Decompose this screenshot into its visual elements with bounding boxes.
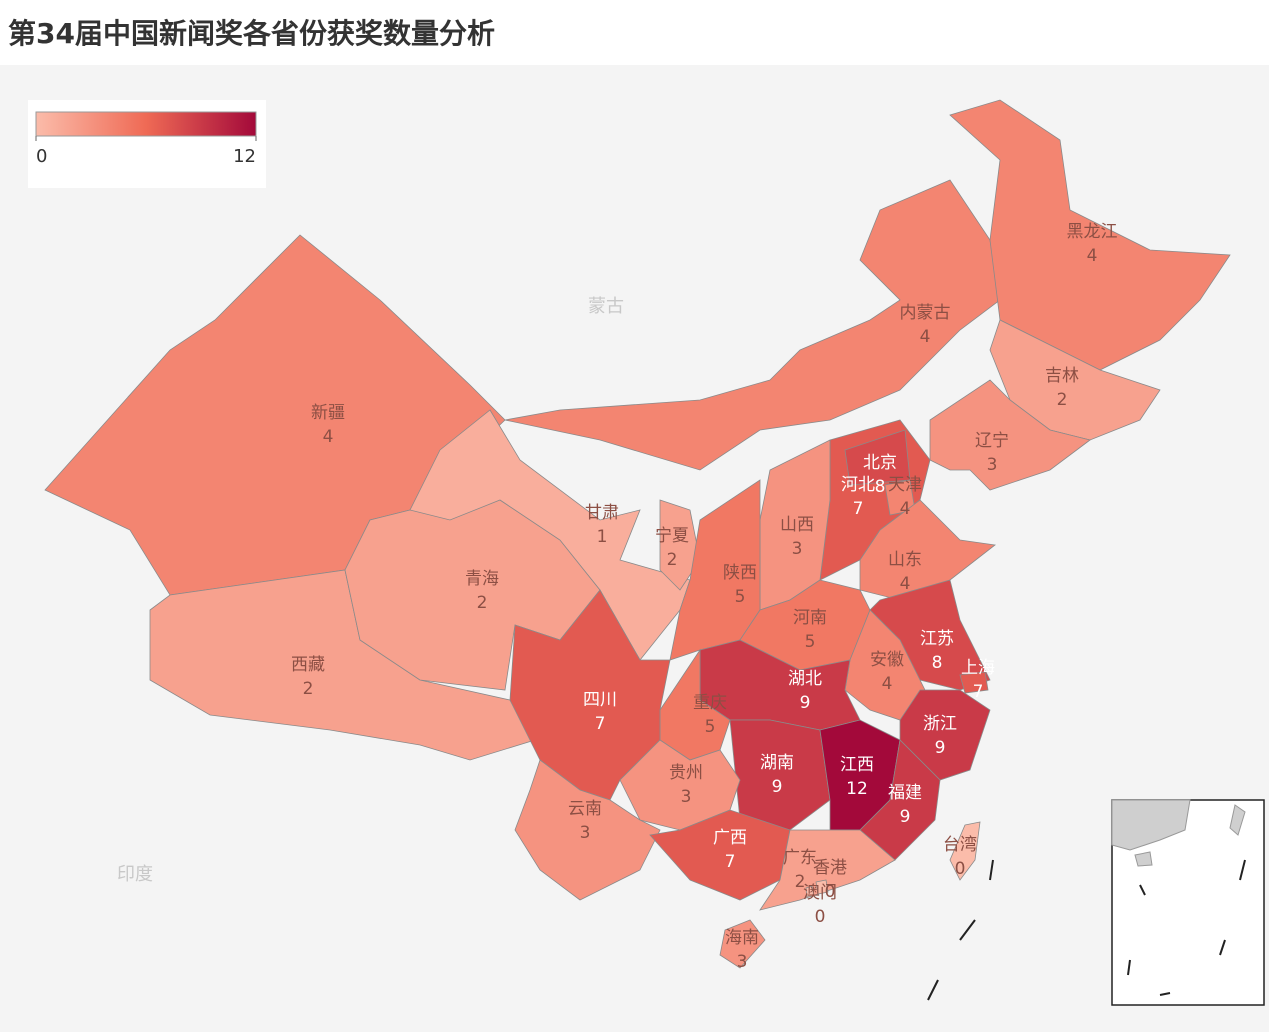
province-value: 0	[815, 907, 826, 927]
province-value: 3	[987, 455, 998, 475]
colorbar-tick-label: 0	[36, 146, 47, 167]
province-name: 浙江	[923, 714, 957, 734]
province-name: 山东	[888, 550, 922, 570]
province-value: 12	[846, 779, 868, 799]
province-name: 山西	[780, 515, 814, 535]
province-name: 上海	[961, 658, 995, 678]
province-value: 2	[667, 550, 678, 570]
province-value: 3	[681, 787, 692, 807]
province-value: 4	[882, 674, 893, 694]
province-name: 澳门	[803, 883, 837, 903]
background-label: 印度	[117, 864, 153, 885]
province	[759, 829, 896, 911]
province-name: 云南	[568, 799, 602, 819]
province-value: 7	[853, 499, 864, 519]
province-name: 甘肃	[585, 503, 619, 523]
province-value: 5	[705, 717, 716, 737]
province-value: 4	[900, 574, 911, 594]
province	[805, 885, 815, 898]
province	[949, 821, 981, 881]
province-value: 7	[973, 682, 984, 702]
province-name: 天津	[888, 475, 922, 495]
province-name: 宁夏	[655, 526, 689, 546]
province-name: 新疆	[311, 403, 345, 423]
province-value: 4	[920, 327, 931, 347]
province-name: 江苏	[920, 629, 954, 649]
inset-island	[1229, 804, 1246, 836]
province-name: 湖南	[760, 753, 794, 773]
province-value: 2	[1057, 390, 1068, 410]
province-value: 9	[800, 693, 811, 713]
province-value: 2	[477, 593, 488, 613]
inset-land	[1111, 799, 1191, 851]
province-name: 河南	[793, 608, 827, 628]
colorbar-tick-label: 12	[233, 146, 256, 167]
province-value: 0	[825, 882, 836, 902]
province-value: 3	[792, 539, 803, 559]
province-name: 西藏	[291, 655, 325, 675]
province-name: 湖北	[788, 669, 822, 689]
province-value: 5	[735, 587, 746, 607]
province-value: 4	[323, 427, 334, 447]
province-name: 四川	[583, 690, 617, 710]
background-label: 蒙古	[588, 296, 624, 317]
province	[989, 319, 1161, 441]
province-value: 5	[805, 632, 816, 652]
province-name: 陕西	[723, 563, 757, 583]
province-value: 9	[900, 807, 911, 827]
inset-island	[1134, 851, 1153, 867]
province-value: 7	[725, 852, 736, 872]
province-value: 1	[597, 527, 608, 547]
province-name: 福建	[888, 783, 922, 803]
nine-dash-line	[927, 859, 1246, 1001]
province-value: 3	[737, 952, 748, 972]
regions	[44, 99, 1231, 969]
chart-title: 第34届中国新闻奖各省份获奖数量分析	[8, 17, 495, 50]
province-name: 台湾	[943, 835, 977, 855]
province	[899, 689, 991, 781]
province	[719, 919, 766, 969]
province-value: 7	[595, 714, 606, 734]
province-value: 9	[935, 738, 946, 758]
province-name: 海南	[725, 928, 759, 948]
province	[514, 759, 661, 901]
province	[619, 739, 741, 831]
province-name: 贵州	[669, 763, 703, 783]
province-value: 2	[795, 872, 806, 892]
province-name: 广西	[713, 828, 747, 848]
province-value: 9	[772, 777, 783, 797]
province-name: 安徽	[870, 650, 904, 670]
province-name: 青海	[465, 569, 499, 589]
province	[815, 879, 829, 895]
province	[659, 499, 701, 591]
province	[959, 671, 989, 694]
province-name: 香港	[813, 858, 847, 878]
province-name: 北京	[863, 453, 897, 473]
province-value: 3	[580, 823, 591, 843]
province-value: 4	[900, 499, 911, 519]
colorbar	[35, 111, 257, 137]
province-value: 8	[932, 653, 943, 673]
province-name: 广东	[783, 848, 817, 868]
province-name: 内蒙古	[900, 303, 951, 323]
province-name: 辽宁	[975, 431, 1009, 451]
province-value: 4	[1087, 246, 1098, 266]
province-value: 2	[303, 679, 314, 699]
province-name: 黑龙江	[1067, 222, 1118, 242]
province-name: 吉林	[1045, 366, 1079, 386]
province-name: 重庆	[693, 693, 727, 713]
province-name: 江西	[840, 755, 874, 775]
province-value: 0	[955, 859, 966, 879]
province	[949, 99, 1231, 371]
province-name: 河北	[841, 475, 875, 495]
province-value: 8	[875, 477, 886, 497]
province	[929, 379, 1091, 491]
province	[504, 179, 1001, 471]
